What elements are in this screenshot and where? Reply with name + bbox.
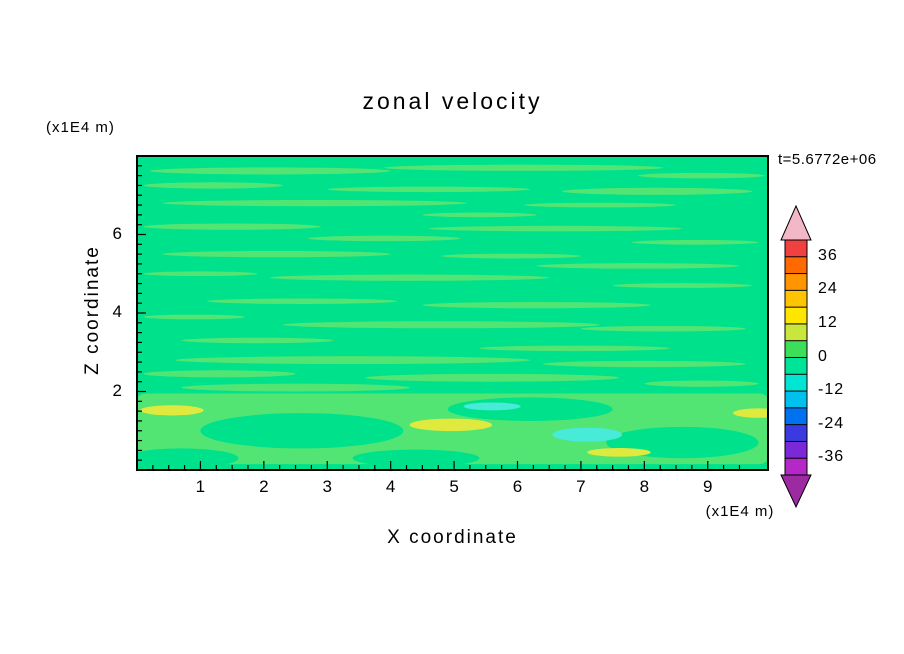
- contour-feature: [479, 345, 670, 352]
- x-axis-title: X coordinate: [387, 527, 518, 548]
- contour-feature: [352, 449, 480, 467]
- contour-feature: [587, 448, 651, 457]
- contour-feature: [200, 413, 404, 449]
- contour-feature: [637, 172, 765, 179]
- contour-feature: [631, 239, 759, 245]
- colorbar-segment: [784, 239, 808, 258]
- contour-feature: [175, 356, 531, 365]
- colorbar-tick-label: -36: [818, 448, 845, 466]
- contour-feature: [561, 187, 753, 195]
- contour-feature: [384, 164, 664, 171]
- x-tick-label: 9: [703, 477, 713, 496]
- contour-feature: [140, 405, 204, 416]
- colorbar-tick-label: -24: [818, 414, 845, 432]
- x-tick-label: 4: [385, 477, 396, 496]
- contour-feature: [542, 360, 746, 368]
- colorbar-segment: [784, 390, 808, 409]
- contour-feature: [162, 250, 391, 258]
- contour-feature: [143, 314, 245, 320]
- colorbar-segment: [784, 306, 808, 326]
- colorbar-tick-label: 36: [818, 246, 838, 264]
- x-tick-label: 3: [322, 477, 332, 496]
- colorbar-under-arrow: [780, 474, 812, 509]
- contour-feature: [137, 448, 239, 469]
- x-tick-label: 6: [512, 477, 523, 496]
- x-tick-label: 5: [449, 477, 459, 496]
- contour-feature: [612, 283, 753, 288]
- contour-feature: [206, 298, 398, 304]
- colorbar-segment: [784, 289, 808, 309]
- y-tick-label: 4: [112, 302, 122, 321]
- contour-feature: [428, 225, 683, 232]
- contour-feature: [409, 418, 493, 432]
- colorbar-segment: [784, 457, 808, 477]
- x-axis-unit-label: (x1E4 m): [705, 503, 775, 520]
- colorbar-segment: [784, 407, 808, 426]
- contour-feature: [143, 370, 296, 378]
- colorbar-segment: [784, 424, 808, 443]
- contour-feature: [143, 271, 258, 277]
- x-tick-label: 2: [259, 477, 269, 496]
- colorbar-segment: [784, 323, 808, 342]
- colorbar-segment: [784, 256, 808, 275]
- contour-feature: [143, 223, 321, 230]
- contour-feature: [523, 202, 677, 208]
- contour-feature: [143, 182, 283, 189]
- colorbar-tick-label: 0: [818, 347, 828, 365]
- contour-feature: [580, 325, 746, 332]
- colorbar-tick-label: -12: [818, 381, 845, 399]
- contour-feature: [365, 373, 619, 382]
- contour-feature: [733, 408, 768, 418]
- contour-feature: [308, 235, 461, 242]
- y-tick-label: 6: [112, 223, 122, 243]
- contour-feature: [536, 263, 740, 269]
- contour-feature: [422, 212, 537, 218]
- contour-feature: [422, 302, 651, 309]
- field-layer: [137, 156, 768, 470]
- y-tick-label: 2: [112, 380, 122, 400]
- colorbar-segment: [784, 273, 808, 292]
- axis-ticks: [137, 165, 741, 470]
- colorbar-tick-label: 24: [818, 280, 838, 298]
- x-tick-label: 1: [195, 477, 206, 496]
- chart-title: zonal velocity: [362, 88, 543, 114]
- contour-feature: [149, 167, 391, 175]
- contour-feature: [327, 186, 531, 193]
- y-axis-unit-label: (x1E4 m): [46, 119, 115, 136]
- contour-feature: [282, 321, 600, 329]
- colorbar-segment: [784, 357, 808, 376]
- contour-feature: [644, 380, 759, 387]
- contour-feature: [441, 253, 581, 259]
- contour-feature: [463, 402, 521, 411]
- contour-feature: [552, 427, 623, 442]
- colorbar-segment: [784, 373, 808, 393]
- colorbar-segment: [784, 340, 808, 359]
- colorbar-over-arrow: [780, 204, 812, 241]
- contour-feature: [181, 383, 410, 392]
- colorbar-tick-label: 12: [818, 313, 838, 331]
- contour-feature: [162, 199, 467, 207]
- x-tick-label: 8: [639, 477, 650, 496]
- x-tick-label: 7: [576, 477, 586, 496]
- contour-feature: [270, 274, 550, 281]
- timestamp-label: t=5.6772e+06: [778, 151, 877, 168]
- colorbar-segment: [784, 440, 808, 460]
- contour-feature: [181, 337, 334, 344]
